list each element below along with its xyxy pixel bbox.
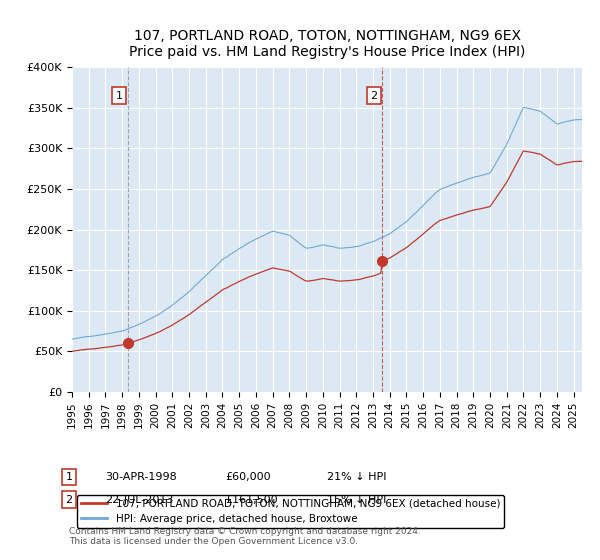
Text: 21% ↓ HPI: 21% ↓ HPI — [327, 472, 386, 482]
Title: 107, PORTLAND ROAD, TOTON, NOTTINGHAM, NG9 6EX
Price paid vs. HM Land Registry's: 107, PORTLAND ROAD, TOTON, NOTTINGHAM, N… — [129, 29, 525, 59]
Text: Contains HM Land Registry data © Crown copyright and database right 2024.
This d: Contains HM Land Registry data © Crown c… — [69, 526, 421, 546]
Text: £161,500: £161,500 — [225, 494, 278, 505]
Text: 22-JUL-2013: 22-JUL-2013 — [105, 494, 173, 505]
Text: 1: 1 — [116, 91, 123, 101]
Legend: 107, PORTLAND ROAD, TOTON, NOTTINGHAM, NG9 6EX (detached house), HPI: Average pr: 107, PORTLAND ROAD, TOTON, NOTTINGHAM, N… — [77, 494, 505, 528]
Text: 1: 1 — [65, 472, 73, 482]
Text: 2: 2 — [370, 91, 377, 101]
Text: 2: 2 — [65, 494, 73, 505]
Text: £60,000: £60,000 — [225, 472, 271, 482]
Text: 30-APR-1998: 30-APR-1998 — [105, 472, 177, 482]
Text: 15% ↓ HPI: 15% ↓ HPI — [327, 494, 386, 505]
